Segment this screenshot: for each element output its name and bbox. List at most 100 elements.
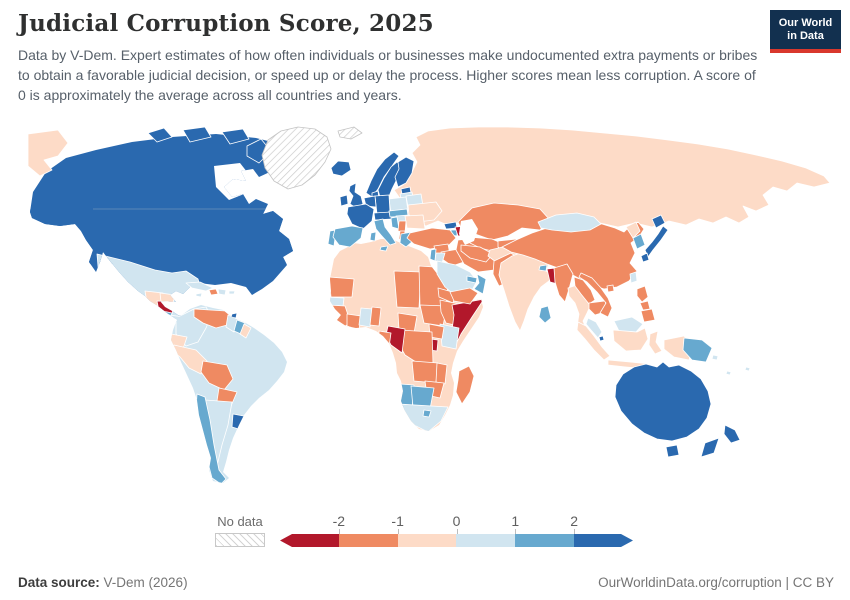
country-haiti[interactable]: [208, 288, 219, 296]
country-usa[interactable]: [20, 209, 300, 264]
data-source-value: V-Dem (2026): [99, 575, 188, 590]
country-bhutan[interactable]: [538, 264, 548, 272]
country-australia-tasmania[interactable]: [665, 444, 680, 458]
country-italy-sicily[interactable]: [379, 245, 389, 252]
country-mongolia[interactable]: [537, 212, 602, 233]
country-greenland[interactable]: [261, 126, 332, 190]
country-laos[interactable]: [573, 276, 596, 305]
country-canada-arctic-island[interactable]: [147, 127, 173, 143]
legend-tick-mark: [456, 529, 458, 534]
legend-tick-mark: [397, 529, 399, 534]
country-russia-chukotka[interactable]: [27, 129, 69, 177]
country-china-hainan[interactable]: [606, 284, 615, 293]
no-data-label: No data: [217, 514, 263, 529]
country-indonesia-sumatra[interactable]: [576, 321, 611, 361]
country-japan-honshu[interactable]: [644, 225, 669, 258]
legend-tick-label: 0: [452, 513, 461, 529]
country-philippines-visayas[interactable]: [639, 300, 651, 311]
country-yemen[interactable]: [449, 287, 479, 305]
country-french-guiana[interactable]: [239, 323, 252, 339]
country-vanuatu[interactable]: [725, 370, 732, 376]
attribution-link[interactable]: OurWorldinData.org/corruption | CC BY: [598, 575, 834, 590]
no-data-swatch[interactable]: [215, 533, 265, 547]
country-germany[interactable]: [374, 194, 391, 215]
country-honduras[interactable]: [159, 292, 176, 304]
country-south-korea[interactable]: [632, 233, 646, 250]
country-ghana[interactable]: [358, 307, 373, 328]
country-indonesia-sulawesi[interactable]: [648, 330, 663, 355]
country-trinidad-and-tobago[interactable]: [230, 312, 238, 319]
legend-tick-mark: [338, 529, 340, 534]
country-italy-sardinia[interactable]: [369, 231, 377, 242]
country-indonesia-borneo[interactable]: [612, 327, 649, 352]
country-malaysia-peninsula[interactable]: [585, 317, 603, 339]
country-cuba[interactable]: [185, 281, 214, 292]
country-nicaragua[interactable]: [156, 300, 175, 315]
country-senegal[interactable]: [327, 296, 345, 307]
country-malawi[interactable]: [435, 362, 448, 385]
country-puerto-rico[interactable]: [228, 290, 236, 295]
data-source-label: Data source:: [18, 575, 100, 590]
legend-color-segment[interactable]: [456, 534, 515, 547]
legend-color-segment[interactable]: [339, 534, 398, 547]
country-finland[interactable]: [394, 156, 415, 188]
country-singapore[interactable]: [598, 335, 605, 342]
legend-color-segment[interactable]: [398, 534, 457, 547]
data-source: Data source: V-Dem (2026): [18, 575, 188, 590]
chart-header: Judicial Corruption Score, 2025 Data by …: [18, 10, 763, 106]
country-svalbard[interactable]: [337, 126, 363, 140]
legend-color-segment[interactable]: [574, 534, 633, 547]
country-poland[interactable]: [388, 196, 409, 214]
country-iceland[interactable]: [330, 160, 352, 177]
country-russia[interactable]: [393, 126, 831, 228]
country-mauritania[interactable]: [329, 276, 355, 298]
owid-logo[interactable]: Our World in Data: [770, 10, 841, 53]
country-myanmar[interactable]: [553, 263, 574, 303]
country-italy[interactable]: [373, 218, 397, 246]
chart-subtitle: Data by V-Dem. Expert estimates of how o…: [18, 47, 758, 103]
country-ireland[interactable]: [339, 194, 349, 207]
legend-ticks: -2 -1 0 1 2: [280, 513, 633, 534]
region-romania-bulgaria[interactable]: [404, 214, 426, 230]
legend-color-segment[interactable]: [515, 534, 574, 547]
country-japan-kyushu[interactable]: [640, 252, 650, 263]
country-vietnam[interactable]: [578, 272, 613, 318]
legend-color-segment[interactable]: [280, 534, 339, 547]
country-taiwan[interactable]: [629, 271, 638, 284]
country-canada-arctic-island[interactable]: [221, 128, 250, 145]
country-zambia[interactable]: [411, 360, 439, 384]
country-united-kingdom[interactable]: [348, 182, 364, 209]
country-fiji[interactable]: [744, 366, 751, 372]
region-togo-benin[interactable]: [369, 306, 382, 327]
country-ivory-coast[interactable]: [346, 313, 362, 331]
country-france[interactable]: [346, 203, 375, 230]
country-jamaica[interactable]: [195, 292, 203, 298]
country-new-zealand-north[interactable]: [723, 424, 741, 444]
country-south-africa[interactable]: [397, 403, 449, 432]
country-philippines-mindanao[interactable]: [640, 308, 656, 323]
country-north-korea[interactable]: [625, 221, 641, 239]
country-gabon[interactable]: [378, 330, 392, 348]
country-oman[interactable]: [473, 273, 487, 295]
country-chad[interactable]: [393, 270, 422, 309]
country-papua-new-guinea[interactable]: [682, 337, 713, 363]
country-madagascar[interactable]: [455, 365, 475, 405]
country-solomon-islands[interactable]: [711, 354, 719, 361]
country-dominican-republic[interactable]: [217, 288, 227, 296]
page-title: Judicial Corruption Score, 2025: [18, 10, 434, 37]
country-sri-lanka[interactable]: [538, 305, 552, 324]
country-canada-arctic-island[interactable]: [182, 126, 212, 143]
country-uae[interactable]: [466, 275, 478, 284]
country-lesotho[interactable]: [422, 409, 432, 418]
country-malaysia-borneo[interactable]: [613, 316, 644, 333]
country-australia[interactable]: [614, 361, 712, 442]
country-new-zealand-south[interactable]: [700, 437, 720, 458]
country-spain[interactable]: [332, 225, 364, 248]
country-japan-hokkaido[interactable]: [651, 214, 666, 229]
caspian-sea: [459, 219, 478, 245]
legend-tick-mark: [515, 529, 517, 534]
country-philippines-luzon[interactable]: [636, 285, 649, 303]
legend-colorbar[interactable]: [280, 534, 633, 547]
country-turkmenistan[interactable]: [460, 244, 494, 263]
